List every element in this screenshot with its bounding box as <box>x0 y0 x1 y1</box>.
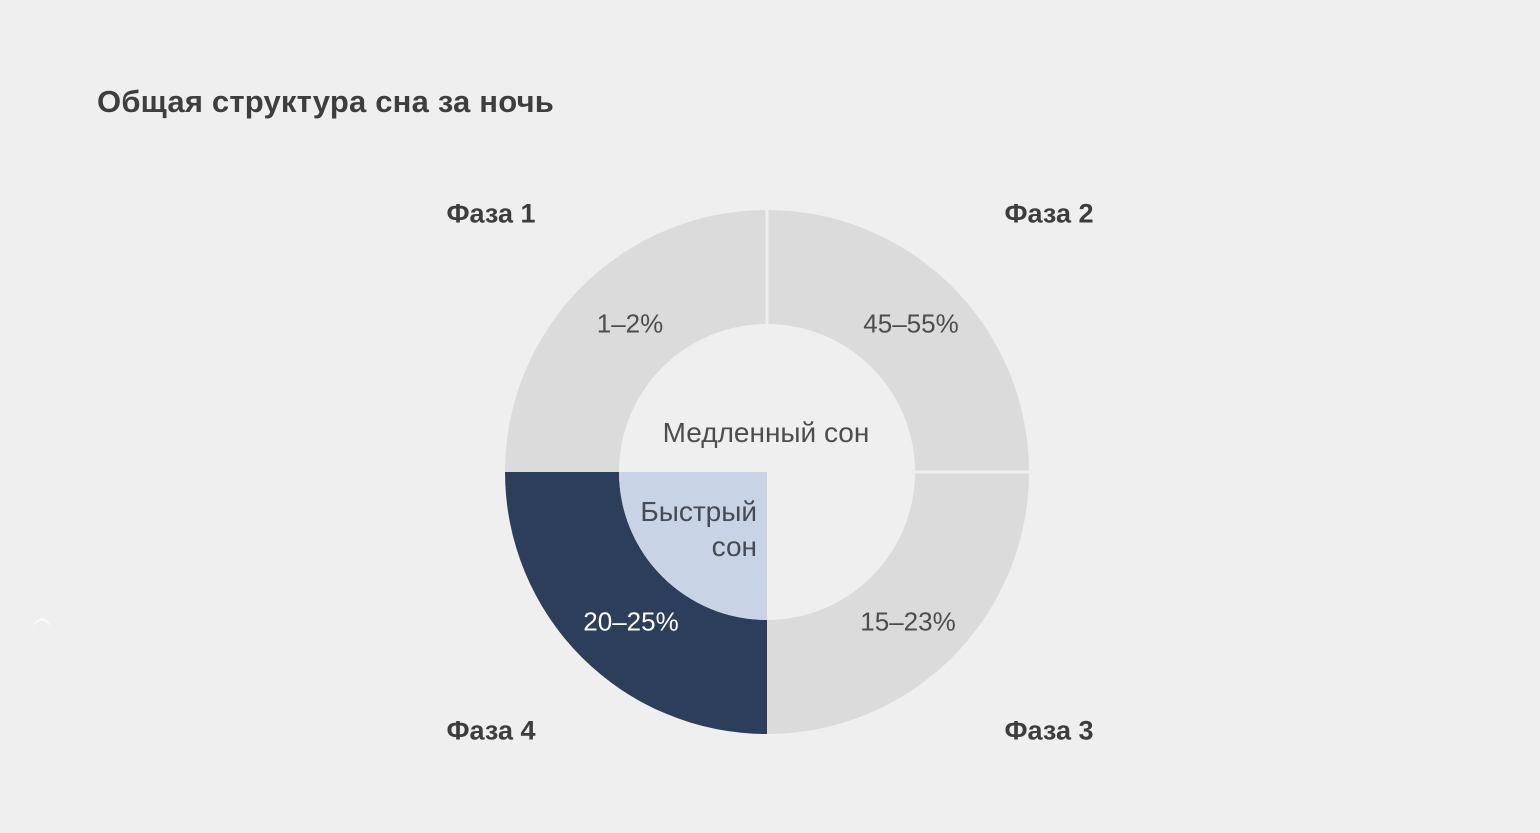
phase-4-value: 20–25% <box>583 606 679 637</box>
chart-title: Общая структура сна за ночь <box>97 84 555 119</box>
phase-4-label: Фаза 4 <box>446 715 536 746</box>
rem-sleep-quarter <box>619 472 767 620</box>
phase-1-value: 1–2% <box>596 308 664 339</box>
donut-segment-phase-4 <box>505 472 767 734</box>
phase-2-label: Фаза 2 <box>1004 198 1094 229</box>
slow-sleep-center-label: Медленный сон <box>662 417 870 448</box>
stray-background-mark <box>33 618 51 630</box>
phase-2-value: 45–55% <box>863 308 959 339</box>
phase-3-value: 15–23% <box>860 606 956 637</box>
rem-sleep-label: Быстрый сон <box>640 494 757 564</box>
phase-1-label: Фаза 1 <box>446 198 536 229</box>
donut-segment-phase-2 <box>767 210 1029 472</box>
phase-3-label: Фаза 3 <box>1004 715 1094 746</box>
donut-segment-phase-1 <box>505 210 767 472</box>
rem-sleep-label-line1: Быстрый <box>640 496 757 527</box>
rem-sleep-label-line2: сон <box>711 531 757 562</box>
donut-segment-phase-3 <box>767 472 1029 734</box>
